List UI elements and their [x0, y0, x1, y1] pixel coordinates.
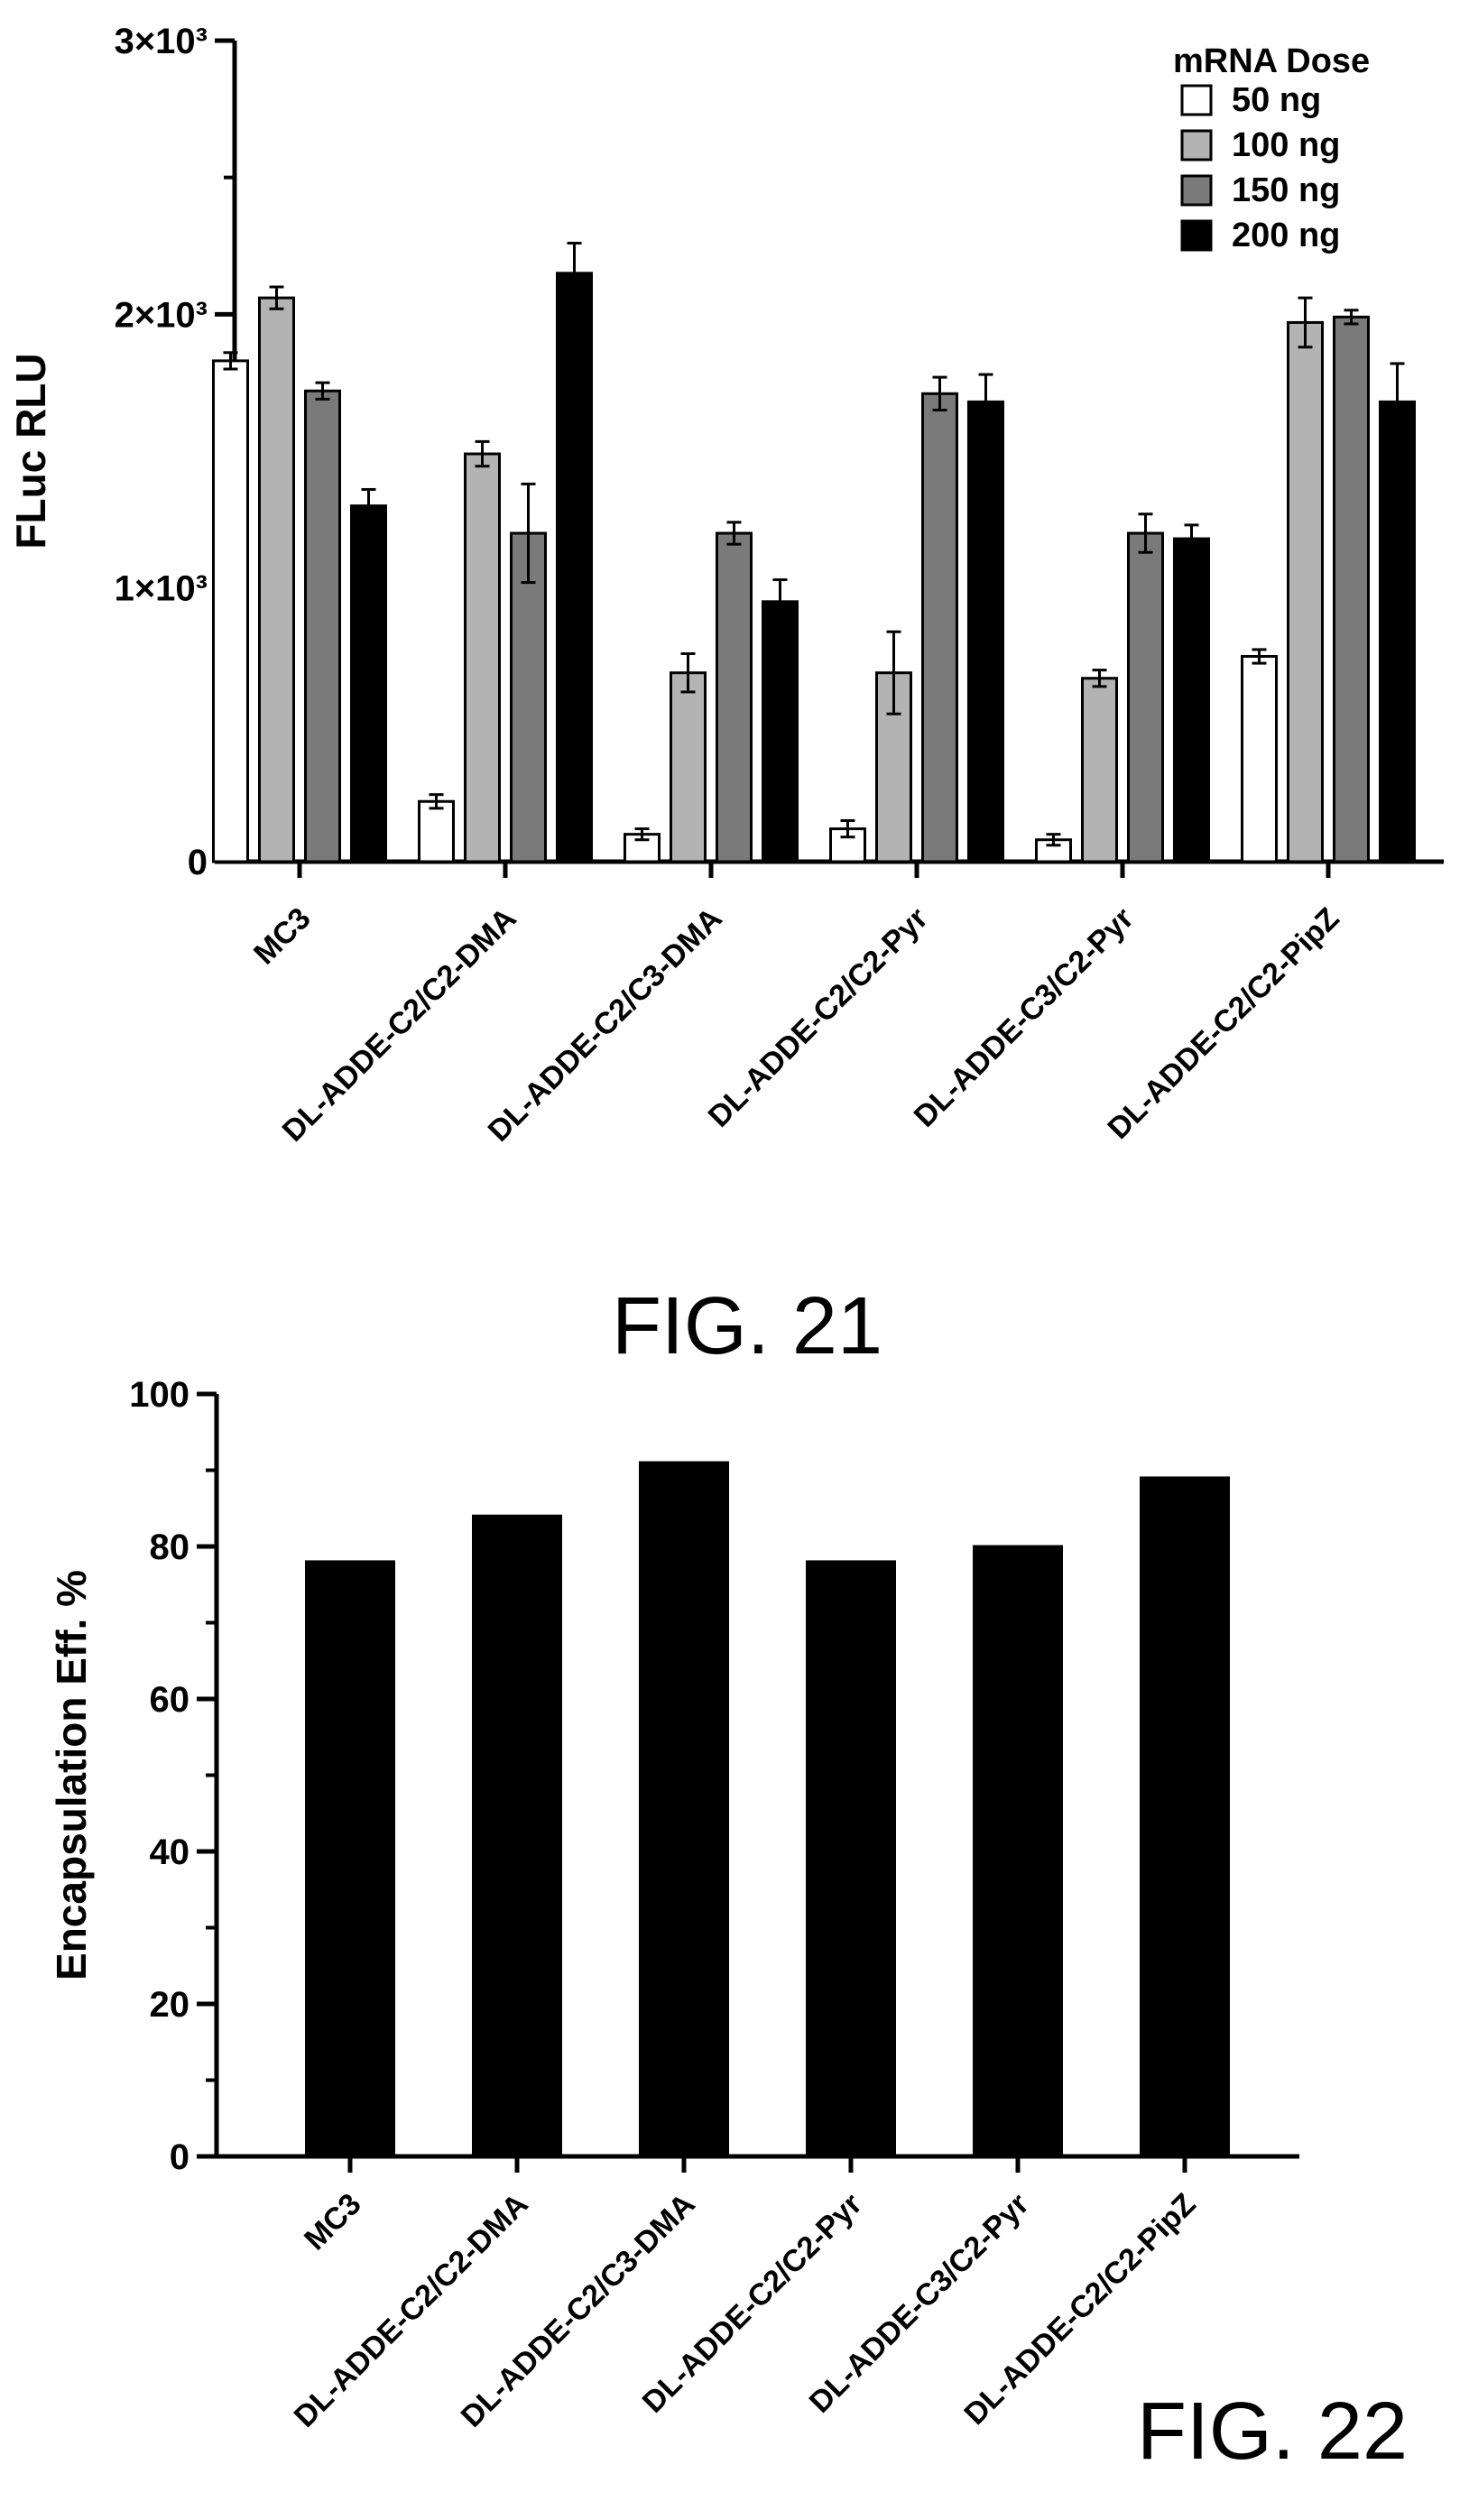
- y-tick-label: 0: [188, 843, 208, 882]
- x-category-label: DL-ADDE-C2/C3-DMA: [482, 901, 729, 1149]
- bar: [1127, 531, 1164, 863]
- bar: [1333, 315, 1370, 863]
- x-category-label: DL-ADDE-C2/C2-Pyr: [702, 901, 935, 1134]
- y-tick-label: 40: [150, 1832, 190, 1872]
- bar: [472, 1514, 562, 2158]
- bar: [716, 531, 753, 863]
- y-tick-label: 1×10³: [115, 569, 208, 609]
- bar: [464, 452, 501, 863]
- legend-swatch: [1180, 129, 1213, 162]
- bar: [305, 1560, 395, 2158]
- bar: [418, 799, 455, 863]
- bar: [921, 392, 958, 863]
- legend-swatch: [1180, 174, 1213, 207]
- y-tick-label: 80: [150, 1528, 190, 1567]
- y-axis-title: Encapsulation Eff. %: [48, 1570, 95, 1980]
- bar: [1241, 655, 1278, 863]
- legend-label: 50 ng: [1232, 81, 1321, 119]
- x-category-label: MC3: [298, 2187, 368, 2257]
- bar: [350, 504, 387, 863]
- fig22-label: FIG. 22: [1137, 2386, 1408, 2477]
- bar: [967, 400, 1004, 863]
- y-tick-label: 60: [150, 1680, 190, 1720]
- x-category-label: MC3: [247, 901, 318, 972]
- legend-swatch: [1180, 84, 1213, 116]
- x-category-label: DL-ADDE-C3/C2-Pyr: [908, 901, 1141, 1134]
- bar: [510, 531, 547, 863]
- fig21-label: FIG. 21: [612, 1281, 882, 1371]
- bar: [258, 296, 295, 863]
- bar: [212, 359, 249, 863]
- bar: [973, 1545, 1063, 2158]
- bar: [762, 600, 799, 863]
- y-axis-title: FLuc RLU: [7, 353, 54, 549]
- bar: [670, 671, 707, 863]
- bar: [1287, 320, 1324, 863]
- y-tick-label: 0: [170, 2137, 189, 2177]
- bar: [556, 272, 593, 863]
- y-tick-label: 3×10³: [115, 22, 208, 61]
- legend-label: 200 ng: [1232, 217, 1340, 254]
- legend-label: 100 ng: [1232, 126, 1340, 164]
- y-tick-label: 100: [129, 1375, 189, 1415]
- bar: [806, 1560, 896, 2158]
- bar: [1081, 677, 1118, 863]
- legend-title: mRNA Dose: [1173, 42, 1370, 80]
- x-category-label: DL-ADDE-C2/C2-DMA: [276, 901, 523, 1149]
- y-tick-label: 20: [150, 1985, 190, 2025]
- bar: [304, 389, 341, 863]
- bar: [639, 1461, 729, 2158]
- legend-label: 150 ng: [1232, 171, 1340, 209]
- bar: [1173, 537, 1210, 863]
- legend-swatch: [1180, 219, 1213, 252]
- x-category-label: DL-ADDE-C2/C2-PipZ: [1101, 901, 1345, 1146]
- bar: [1140, 1476, 1230, 2158]
- y-tick-label: 2×10³: [115, 295, 208, 335]
- bar: [1379, 400, 1416, 863]
